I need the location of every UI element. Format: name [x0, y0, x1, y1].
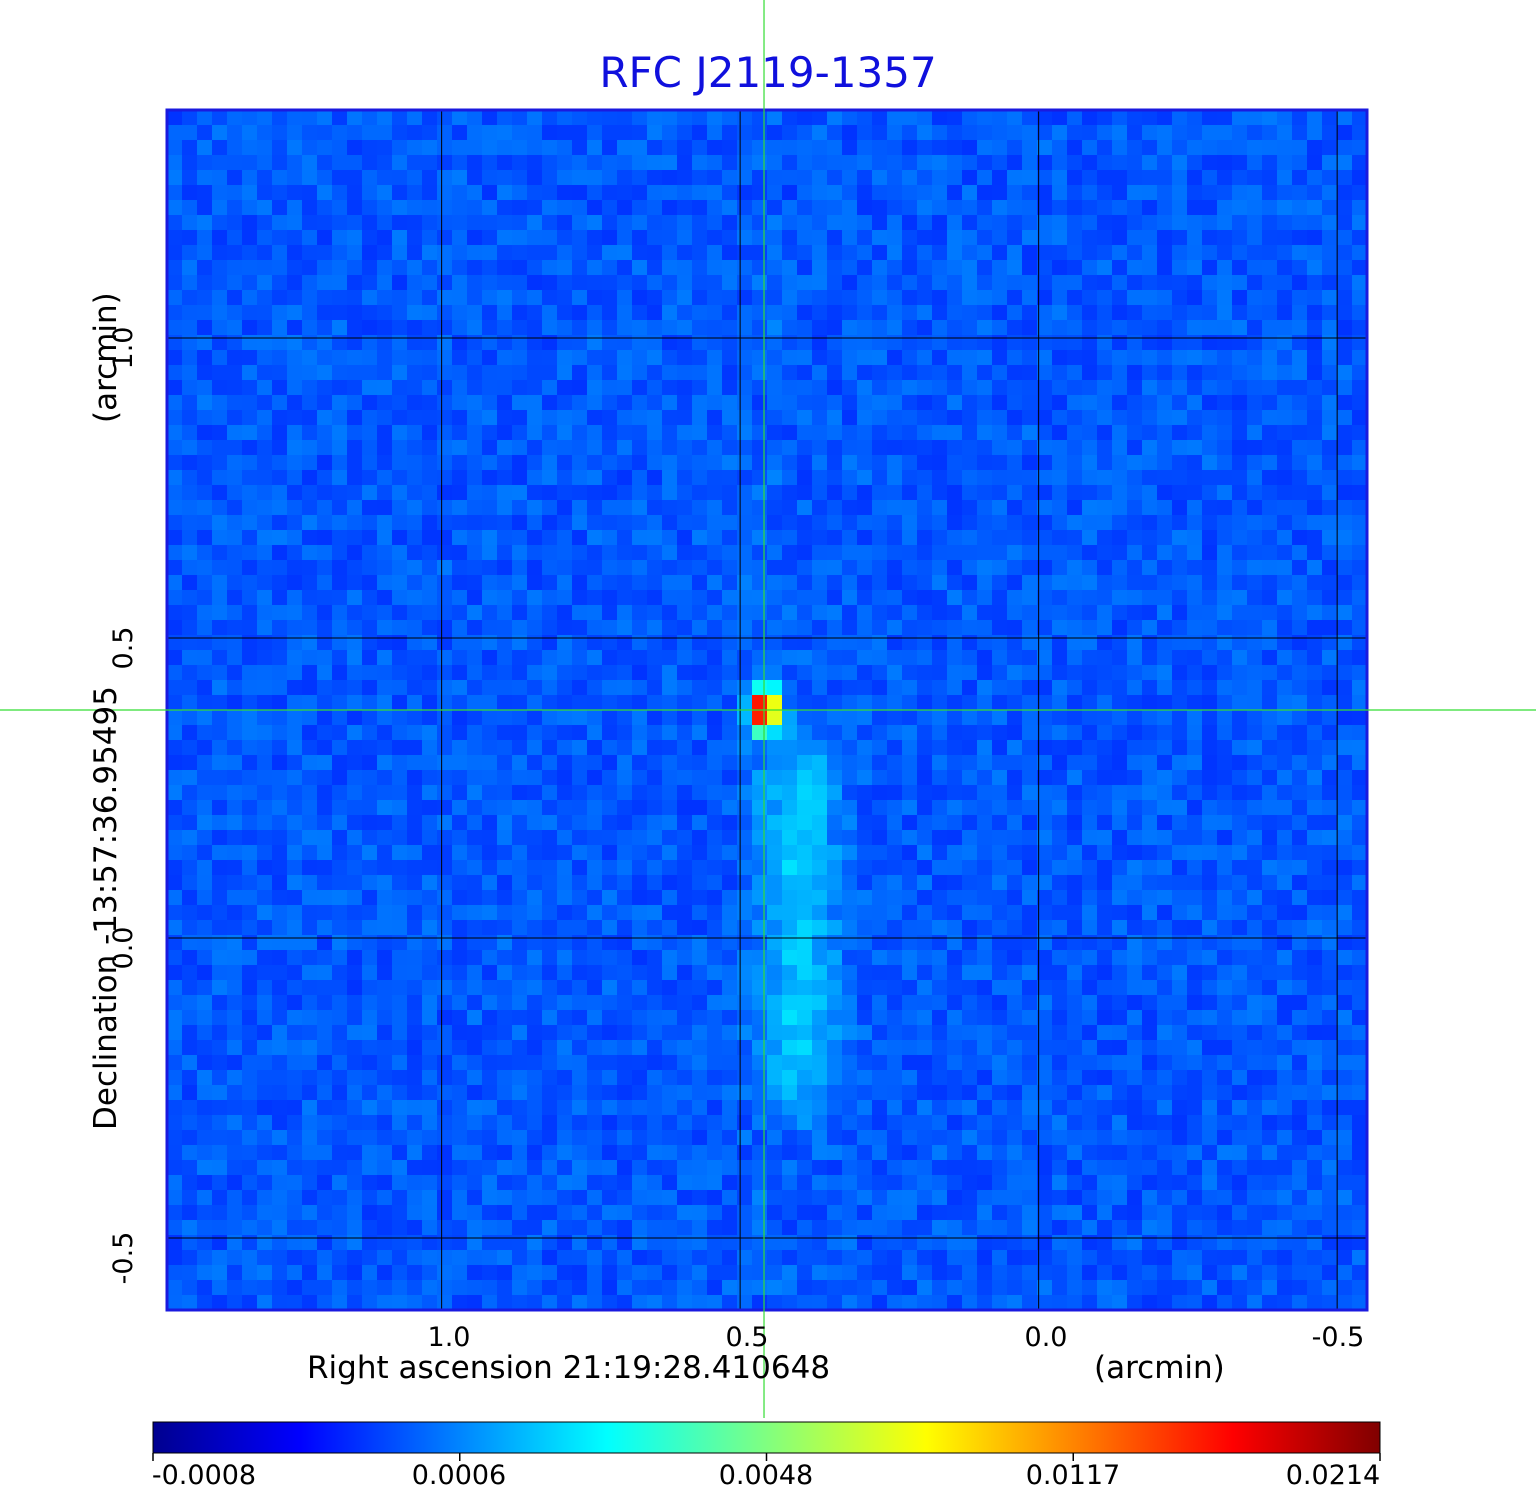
chart-title: RFC J2119-1357 — [599, 48, 937, 97]
colorbar-tick-label: 0.0006 — [411, 1460, 507, 1491]
x-tick-label: 0.0 — [1024, 1322, 1068, 1353]
colorbar-tick-label: -0.0008 — [151, 1460, 257, 1491]
crosshair — [0, 0, 1536, 1418]
coordinate-grid — [167, 110, 1367, 1310]
sky-image — [167, 110, 1367, 1310]
colorbar-tick-label: 0.0117 — [1025, 1460, 1121, 1491]
colorbar — [152, 1421, 1381, 1454]
x-axis-label: Right ascension 21:19:28.410648 — [307, 1350, 831, 1386]
y-tick-label: 0.5 — [108, 626, 139, 670]
colorbar-tick-label: 0.0048 — [718, 1460, 814, 1491]
colorbar-tick-label: 0.0214 — [1285, 1460, 1381, 1491]
colorbar-ticks — [152, 1453, 1381, 1461]
x-tick-label: -0.5 — [1311, 1322, 1365, 1353]
x-tick-label: 0.5 — [725, 1322, 769, 1353]
y-axis-unit: (arcmin) — [88, 292, 124, 423]
x-tick-label: 1.0 — [427, 1322, 471, 1353]
y-axis-label: Declination -13:57:36.95495 — [88, 686, 124, 1130]
y-tick-label: -0.5 — [108, 1231, 139, 1285]
x-axis-unit: (arcmin) — [1094, 1350, 1225, 1386]
